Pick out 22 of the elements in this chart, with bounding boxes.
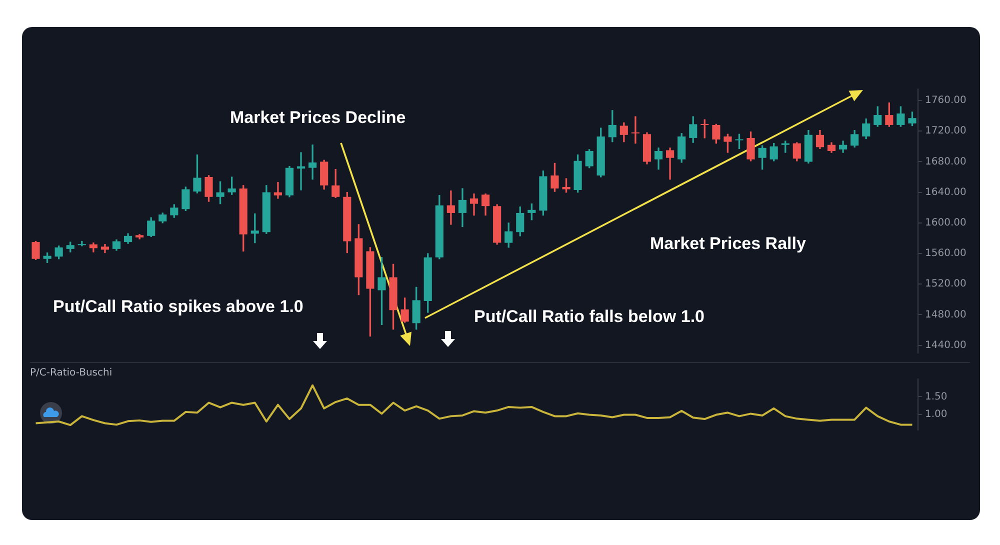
annotation: Put/Call Ratio falls below 1.0: [474, 307, 704, 327]
y-tick-label: 1760.00: [925, 95, 966, 106]
chart-title: P/C-Ratio-Buschi: [30, 368, 112, 379]
y-tick-label: 1520.00: [925, 278, 966, 290]
y-tick-label: 1480.00: [925, 309, 966, 320]
annotation: Market Prices Rally: [650, 234, 806, 254]
y-tick-label: 1.50: [925, 391, 948, 402]
annotation: Market Prices Decline: [230, 108, 406, 128]
candlestick: [274, 182, 282, 199]
y-tick-label: 1720.00: [925, 126, 966, 137]
annotation: Put/Call Ratio spikes above 1.0: [53, 297, 304, 317]
candlestick: [470, 194, 478, 216]
candlestick: [631, 116, 640, 144]
y-tick-label: 1440.00: [925, 340, 966, 351]
y-tick-label: 1640.00: [925, 186, 966, 198]
candlestick: [666, 148, 674, 180]
y-tick-label: 1600.00: [925, 218, 966, 229]
candlestick: [308, 144, 317, 180]
y-tick-label: 1560.00: [925, 248, 966, 260]
y-tick-label: 1680.00: [925, 156, 966, 168]
y-tick-label: 1.00: [925, 409, 948, 420]
candlestick: [446, 190, 455, 225]
